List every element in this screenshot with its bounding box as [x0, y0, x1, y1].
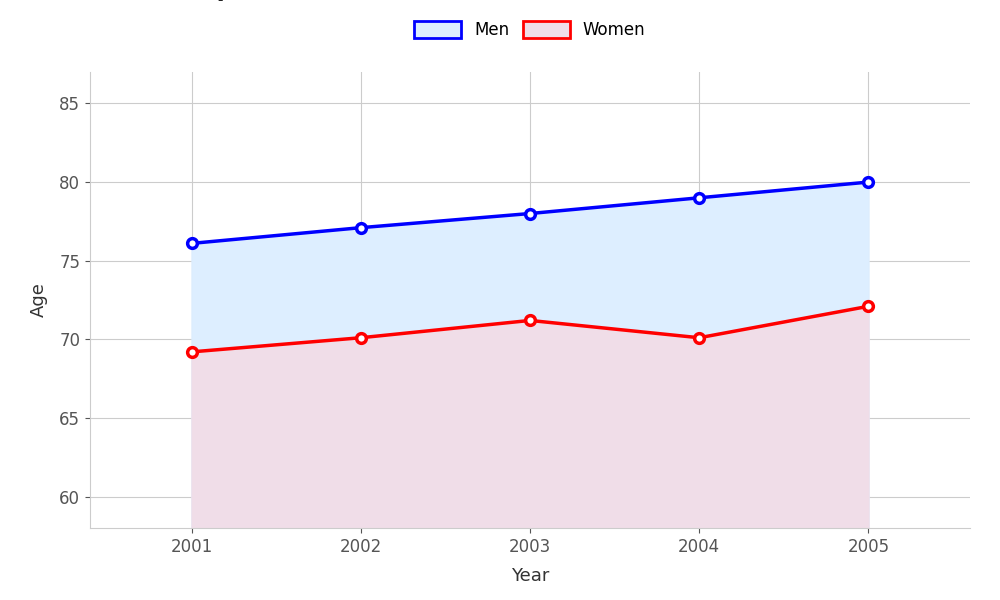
Title: Lifespan in Delaware from 1988 to 2013: Men vs Women: Lifespan in Delaware from 1988 to 2013: …: [153, 0, 907, 1]
Y-axis label: Age: Age: [30, 283, 48, 317]
X-axis label: Year: Year: [511, 567, 549, 585]
Legend: Men, Women: Men, Women: [414, 21, 646, 39]
